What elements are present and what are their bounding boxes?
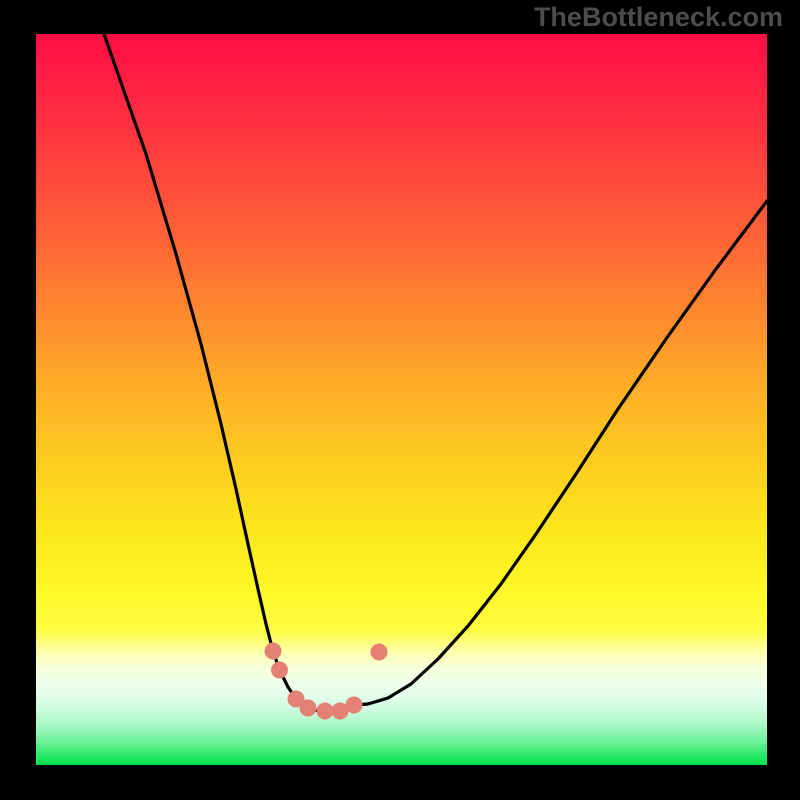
watermark-text: TheBottleneck.com: [534, 2, 783, 33]
data-marker: [346, 697, 363, 714]
chart-background: [36, 34, 767, 765]
bottleneck-chart: [36, 34, 767, 765]
data-marker: [265, 643, 282, 660]
data-marker: [271, 662, 288, 679]
data-marker: [317, 703, 334, 720]
data-marker: [371, 644, 388, 661]
data-marker: [300, 700, 317, 717]
